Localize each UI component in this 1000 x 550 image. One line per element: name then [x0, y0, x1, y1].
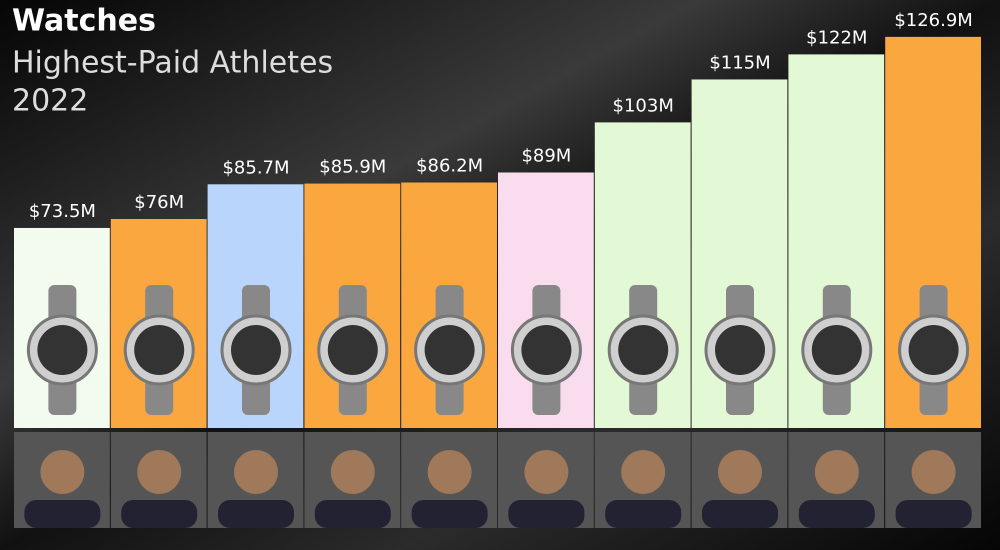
athlete-body [314, 500, 391, 528]
athlete-head [621, 450, 666, 494]
athlete-head [137, 450, 182, 494]
athlete-body [605, 500, 682, 528]
value-label: $73.5M [29, 201, 96, 222]
athlete-body [24, 500, 101, 528]
value-label: $76M [134, 192, 184, 213]
athlete-head [814, 450, 859, 494]
value-label: $85.7M [222, 157, 289, 178]
chart-subtitle: Highest-Paid Athletes [12, 46, 333, 81]
athlete-head [234, 450, 278, 494]
value-label: $89M [521, 145, 571, 166]
value-label: $126.9M [894, 10, 973, 31]
chart-title: Watches [12, 4, 156, 39]
athlete-head [911, 450, 956, 494]
athlete-body [218, 500, 294, 528]
athlete-head [330, 450, 375, 494]
athlete-head [40, 450, 85, 494]
watch-dial [908, 325, 959, 375]
athlete-head [718, 450, 762, 494]
athlete-body [508, 500, 585, 528]
watch-dial [811, 325, 862, 375]
athlete-body [702, 500, 778, 528]
athlete-body [895, 500, 972, 528]
athlete-body [411, 500, 488, 528]
value-label: $122M [806, 27, 867, 48]
watch-dial [134, 325, 185, 375]
watch-dial [37, 325, 88, 375]
watch-dial [715, 325, 765, 375]
athlete-head [427, 450, 472, 494]
watch-dial [618, 325, 669, 375]
watch-dial [521, 325, 572, 375]
value-label: $86.2M [416, 156, 483, 177]
watch-dial [327, 325, 378, 375]
value-label: $115M [709, 52, 770, 73]
watch-dial [231, 325, 281, 375]
athlete-body [121, 500, 198, 528]
athlete-head [524, 450, 569, 494]
athlete-body [798, 500, 875, 528]
chart-year: 2022 [12, 84, 88, 119]
watch-dial [424, 325, 475, 375]
value-label: $103M [613, 95, 674, 116]
value-label: $85.9M [319, 157, 386, 178]
